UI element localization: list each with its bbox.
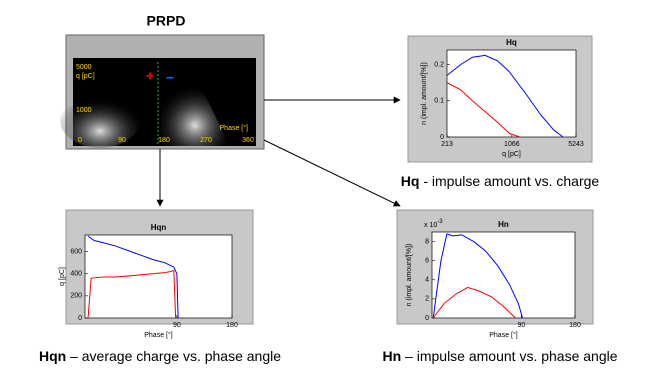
x-tick-label: 180 <box>569 322 581 329</box>
page: PRPD + − 5000 q [pC] 1000 Phase [°] Hq -… <box>0 0 664 369</box>
prpd-cloud <box>60 92 140 148</box>
panel-title: Hqn <box>151 223 167 232</box>
x-tick-label: 213 <box>441 141 453 148</box>
panel-title: Hn <box>498 220 509 229</box>
y-tick-label: 8 <box>425 238 429 245</box>
prpd-y-tick: 1000 <box>76 107 92 114</box>
plot-area <box>447 50 576 137</box>
minus-sign: − <box>166 70 174 86</box>
x-tick-label: 90 <box>517 322 525 329</box>
x-tick-label: 180 <box>226 322 238 329</box>
x-axis-label: Phase [°] <box>489 331 518 339</box>
x-tick-label: 90 <box>173 322 181 329</box>
prpd-x-tick: 90 <box>118 137 126 144</box>
y-axis-label: n (impl. amount/[%]) <box>421 62 428 125</box>
caption-key: Hqn <box>39 348 66 364</box>
caption: Hn – impulse amount vs. phase angle <box>382 348 617 364</box>
y-tick-label: 600 <box>70 248 82 255</box>
y-tick-label: 400 <box>70 271 82 278</box>
diagram: PRPD + − 5000 q [pC] 1000 Phase [°] Hq -… <box>0 0 664 369</box>
y-tick-label: 2 <box>425 296 429 303</box>
caption: Hqn – average charge vs. phase angle <box>39 348 281 364</box>
caption-key: Hq <box>401 173 420 189</box>
prpd-title: PRPD <box>147 13 186 29</box>
y-tick-label: 0 <box>440 134 444 141</box>
y-axis-label: n (impl. amount/[%]) <box>406 244 413 307</box>
caption-text: – impulse amount vs. phase angle <box>401 348 618 364</box>
prpd-y-tick: 5000 <box>76 64 92 71</box>
y-tick-label: 0.1 <box>434 98 444 105</box>
prpd-x-tick: 360 <box>242 137 254 144</box>
y-axis-label: q [pC] <box>59 267 66 286</box>
y-tick-label: 0 <box>78 315 82 322</box>
y-tick-label: 0 <box>425 315 429 322</box>
prpd-y-label: q [pC] <box>76 73 95 80</box>
prpd-x-label: Phase [°] <box>220 124 249 132</box>
caption-text: – average charge vs. phase angle <box>66 348 281 364</box>
plot-area <box>85 235 232 318</box>
prpd-x-tick: 270 <box>200 137 212 144</box>
prpd-x-tick: 0 <box>78 137 82 144</box>
prpd-x-tick: 180 <box>158 137 170 144</box>
arrow <box>264 140 400 206</box>
caption-text: - impulse amount vs. charge <box>419 173 599 189</box>
x-tick-label: 1066 <box>504 141 520 148</box>
exponent-base: x 10 <box>424 222 437 229</box>
y-tick-label: 0.2 <box>434 61 444 68</box>
x-axis-label: q [pC] <box>502 151 521 158</box>
panel-title: Hq <box>506 38 517 47</box>
plus-sign: + <box>146 68 154 84</box>
y-tick-label: 200 <box>70 293 82 300</box>
x-tick-label: 5243 <box>568 141 584 148</box>
y-tick-label: 6 <box>425 258 429 265</box>
caption-key: Hn <box>382 348 401 364</box>
exponent-power: -3 <box>437 219 443 225</box>
x-axis-label: Phase [°] <box>144 331 173 339</box>
y-tick-label: 4 <box>425 277 429 284</box>
caption: Hq - impulse amount vs. charge <box>401 173 600 189</box>
